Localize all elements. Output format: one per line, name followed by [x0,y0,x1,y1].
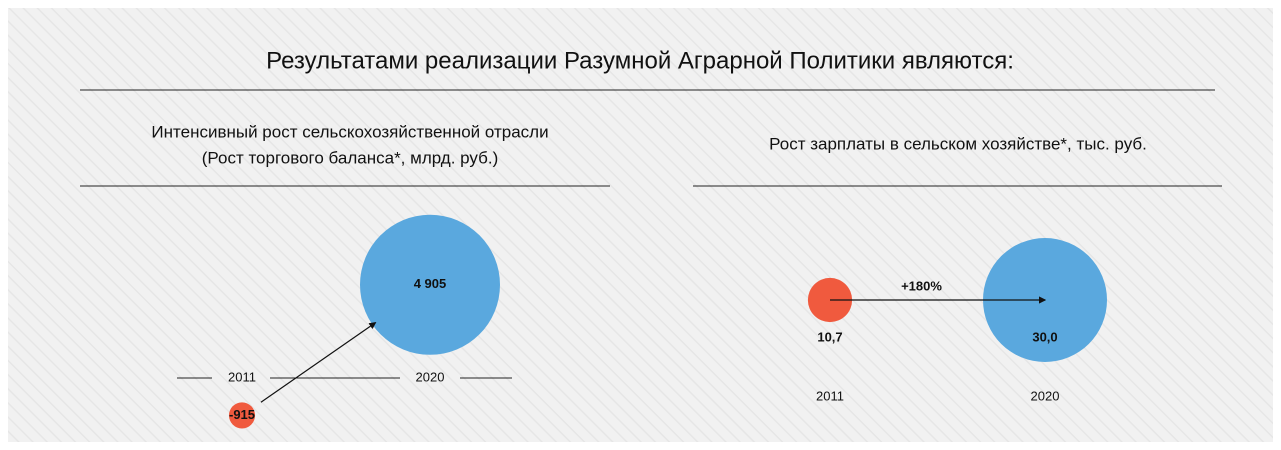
year-label: 2011 [816,388,844,403]
chart-title: Интенсивный рост сельскохозяйственной от… [151,122,548,141]
year-label: 2011 [228,369,256,384]
chart-subtitle: (Рост торгового баланса*, млрд. руб.) [202,148,499,167]
year-label: 2020 [1031,388,1060,403]
value-label: 10,7 [817,329,842,344]
year-label: 2020 [416,369,445,384]
value-label: 4 905 [414,276,447,291]
arrow [260,322,377,403]
chart-title: Рост зарплаты в сельском хозяйстве*, тыс… [769,134,1147,153]
value-label: 30,0 [1032,329,1057,344]
bubble [360,214,500,355]
background [8,8,1273,442]
annotation: +180% [901,278,942,293]
bubble [228,402,256,429]
page-title: Результатами реализации Разумной Аграрно… [266,47,1014,74]
value-label: -915 [229,407,255,422]
